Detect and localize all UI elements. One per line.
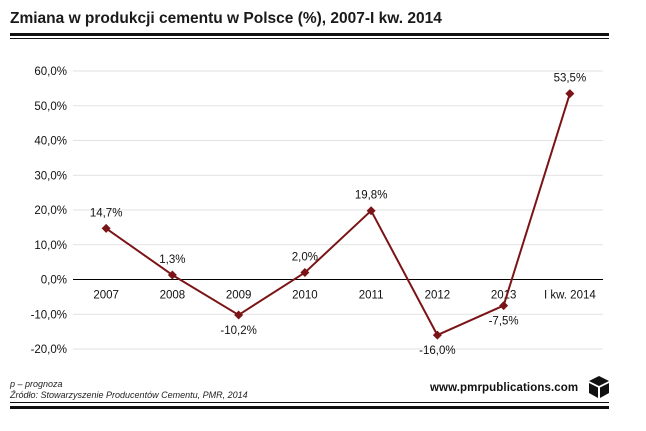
data-point-marker — [565, 89, 575, 99]
data-point-marker — [167, 270, 177, 280]
x-tick-label: 2009 — [226, 290, 252, 302]
brand-url[interactable]: www.pmrpublications.com — [430, 382, 579, 394]
y-tick-label: 0,0% — [41, 275, 67, 287]
data-point-marker — [366, 206, 376, 216]
data-point-marker — [432, 330, 442, 340]
x-tick-label: 2007 — [93, 290, 119, 302]
x-tick-label: 2010 — [292, 290, 318, 302]
x-tick-labels: 2007 2008 2009 2010 2011 2012 2013 I kw. 2014 — [93, 290, 596, 302]
footer-rule-thick — [10, 406, 609, 409]
x-tick-label: 2013 — [491, 290, 517, 302]
footer-note: p – prognoza Źródło: Stowarzyszenie Prod… — [10, 379, 248, 401]
data-label: 14,7% — [90, 207, 123, 219]
x-tick-label: 2012 — [425, 290, 451, 302]
source-note: Źródło: Stowarzyszenie Producentów Cemen… — [10, 390, 248, 400]
data-point-marker — [300, 268, 310, 278]
grid-layer — [73, 70, 603, 350]
data-point-marker — [499, 301, 509, 311]
y-tick-label: 20,0% — [34, 205, 67, 217]
data-label: -10,2% — [220, 325, 256, 337]
footer-rule-thin — [10, 402, 609, 403]
series-line — [105, 93, 571, 337]
y-tick-label: -20,0% — [31, 344, 67, 356]
y-tick-label: 50,0% — [34, 101, 67, 113]
data-labels: 14,7% 1,3% -10,2% 2,0% 19,8% -16,0% -7,5% 53,5% — [90, 73, 586, 358]
title-rule-thin — [10, 38, 609, 39]
x-tick-label: I kw. 2014 — [544, 290, 596, 302]
y-tick-label: 60,0% — [34, 66, 67, 78]
y-tick-labels: 60,0% 50,0% 40,0% 30,0% 20,0% 10,0% 0,0% -10,0%… — [31, 66, 67, 356]
x-tick-label: 2011 — [359, 290, 384, 302]
series-layer — [101, 89, 575, 340]
data-point-marker — [101, 223, 111, 233]
data-label: 53,5% — [554, 73, 587, 85]
data-label: 2,0% — [292, 252, 318, 264]
data-label: -16,0% — [419, 345, 455, 357]
data-label: 19,8% — [355, 190, 388, 202]
y-tick-label: -10,0% — [31, 309, 67, 321]
y-tick-label: 10,0% — [34, 240, 67, 252]
data-label: 1,3% — [159, 254, 185, 266]
pmr-cube-logo-icon — [589, 376, 609, 398]
forecast-note: p – prognoza — [10, 379, 63, 389]
chart-title: Zmiana w produkcji cementu w Polsce (%),… — [10, 10, 442, 27]
y-tick-label: 40,0% — [34, 136, 67, 148]
x-tick-label: 2008 — [160, 290, 186, 302]
data-label: -7,5% — [489, 316, 519, 328]
y-tick-label: 30,0% — [34, 170, 67, 182]
title-rule-thick — [10, 33, 609, 36]
data-point-marker — [234, 310, 244, 320]
